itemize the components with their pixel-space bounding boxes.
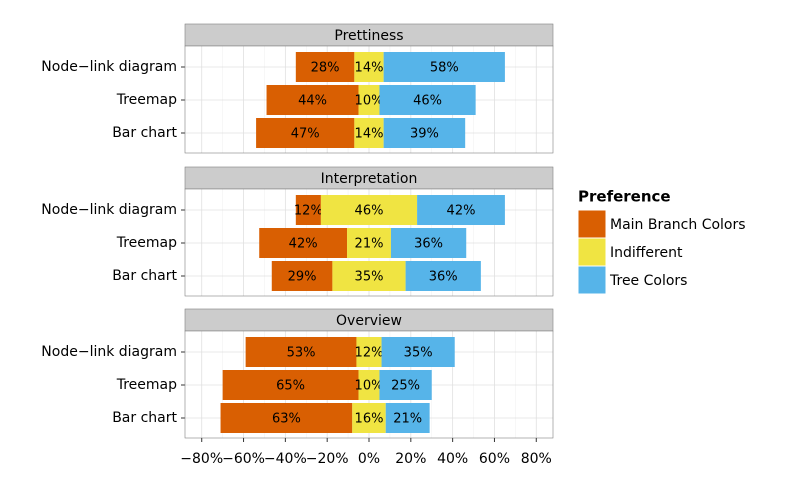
bar-segment [379, 370, 432, 400]
bar-segment [381, 337, 455, 367]
data-label: 65% [276, 379, 305, 394]
legend-title: Preference [578, 188, 671, 206]
bar-segment [417, 195, 505, 225]
legend-swatch [577, 265, 607, 295]
data-label: 35% [355, 270, 384, 285]
bar-segment [347, 228, 391, 258]
y-tick-label: Node−link diagram [41, 59, 177, 75]
y-tick-label: Treemap [116, 235, 177, 251]
data-label: 21% [355, 237, 384, 252]
bar-segment [385, 403, 430, 433]
data-label: 44% [298, 94, 327, 109]
bar-segment [405, 261, 481, 291]
legend-swatch [577, 237, 607, 267]
data-label: 42% [289, 237, 318, 252]
facet-title: Prettiness [334, 28, 403, 44]
x-tick-label: 80% [521, 451, 552, 467]
data-label: 10% [355, 94, 384, 109]
bar-segment [352, 403, 386, 433]
x-tick-label: 40% [437, 451, 468, 467]
x-tick-label: −60% [222, 451, 265, 467]
bar-segment [390, 228, 467, 258]
panel-border [184, 188, 554, 297]
data-label: 28% [311, 61, 340, 76]
y-tick-label: Treemap [116, 92, 177, 108]
data-label: 53% [287, 346, 316, 361]
data-label: 46% [413, 94, 442, 109]
y-tick-label: Node−link diagram [41, 202, 177, 218]
data-label: 35% [404, 346, 433, 361]
legend-label: Main Branch Colors [610, 217, 746, 233]
x-tick-label: −80% [180, 451, 223, 467]
bar-segment [271, 261, 333, 291]
y-tick-label: Node−link diagram [41, 344, 177, 360]
bar-segment [256, 118, 355, 148]
data-label: 14% [355, 61, 384, 76]
legend-label: Indifferent [610, 245, 683, 261]
bar-segment [245, 337, 357, 367]
bar-segment [266, 85, 359, 115]
bar-segment [259, 228, 348, 258]
data-label: 12% [294, 204, 323, 219]
bar-segment [383, 52, 505, 82]
x-tick-label: 20% [395, 451, 426, 467]
bar-segment [354, 118, 384, 148]
data-label: 42% [447, 204, 476, 219]
data-label: 39% [410, 127, 439, 142]
data-label: 58% [430, 61, 459, 76]
bar-segment [383, 118, 466, 148]
panel-border [184, 45, 554, 154]
data-label: 25% [391, 379, 420, 394]
bar-segment [222, 370, 359, 400]
bar-segment [358, 370, 380, 400]
data-label: 12% [355, 346, 384, 361]
data-label: 16% [355, 412, 384, 427]
y-tick-label: Bar chart [112, 125, 177, 141]
facet-title: Interpretation [321, 171, 418, 187]
bar-segment [358, 85, 380, 115]
x-tick-label: 60% [479, 451, 510, 467]
bar-segment [356, 337, 382, 367]
bar-segment [379, 85, 476, 115]
y-tick-label: Bar chart [112, 410, 177, 426]
data-label: 10% [355, 379, 384, 394]
data-label: 47% [291, 127, 320, 142]
bar-segment [320, 195, 418, 225]
data-label: 36% [414, 237, 443, 252]
bar-segment [295, 52, 355, 82]
bar-segment [354, 52, 384, 82]
bar-segment [332, 261, 406, 291]
legend-label: Tree Colors [609, 273, 687, 289]
x-tick-label: −40% [264, 451, 307, 467]
y-tick-label: Treemap [116, 377, 177, 393]
legend-swatch [577, 209, 607, 239]
facet-title: Overview [336, 313, 402, 329]
bar-segment [220, 403, 353, 433]
data-label: 14% [355, 127, 384, 142]
x-tick-label: −20% [306, 451, 349, 467]
data-label: 36% [429, 270, 458, 285]
x-tick-label: 0% [358, 451, 380, 467]
data-label: 63% [272, 412, 301, 427]
data-label: 46% [355, 204, 384, 219]
data-label: 29% [288, 270, 317, 285]
data-label: 21% [393, 412, 422, 427]
y-tick-label: Bar chart [112, 268, 177, 284]
bar-segment [295, 195, 321, 225]
